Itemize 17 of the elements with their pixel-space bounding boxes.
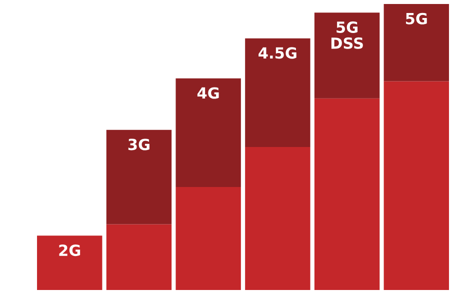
x-tick-label: 5G	[406, 12, 427, 24]
bar	[106, 224, 172, 290]
bar	[176, 78, 241, 188]
x-tick-label: 2G	[59, 244, 80, 256]
x-tick-label: 4G	[197, 87, 219, 99]
x-tick-label: 4.5G	[258, 47, 296, 59]
bar	[245, 147, 310, 290]
bar	[384, 81, 449, 290]
bar	[106, 130, 172, 224]
bar	[37, 236, 102, 290]
bar	[314, 12, 380, 98]
bar	[384, 4, 449, 82]
bar	[314, 98, 380, 290]
bar	[245, 38, 310, 147]
x-tick-label: 3G	[128, 138, 150, 150]
bar	[176, 187, 241, 290]
x-tick-label: 5G DSS	[331, 21, 363, 49]
